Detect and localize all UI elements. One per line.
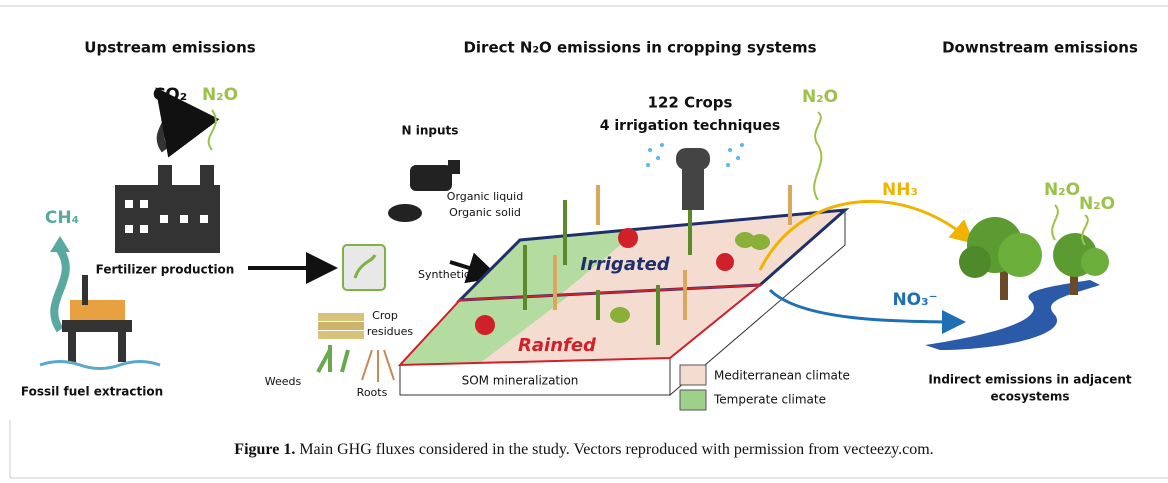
legend-swatch: [679, 364, 707, 386]
sprinkler: [646, 143, 744, 210]
som-label: SOM mineralization: [462, 374, 579, 388]
crops-label: 122 Crops: [648, 94, 733, 112]
indirect-label: ecosystems: [990, 390, 1069, 404]
heading: Downstream emissions: [942, 39, 1138, 57]
legend-label: Mediterranean climate: [714, 369, 850, 383]
co2-label: CO₂: [153, 85, 187, 105]
caption-text: Main GHG fluxes considered in the study.…: [295, 441, 933, 458]
organic-label: Organic solid: [449, 206, 521, 219]
ch4-label: CH₄: [45, 208, 79, 228]
nh3-arrow: [758, 199, 975, 271]
irrigation-label: 4 irrigation techniques: [600, 118, 780, 134]
roots-label: Roots: [357, 386, 388, 399]
no3-label: NO₃⁻: [892, 290, 937, 310]
organic-label: Organic liquid: [447, 190, 523, 203]
frame: [0, 5, 1168, 479]
synthetic-label: Synthetic: [418, 268, 470, 281]
irrigated-label: Irrigated: [580, 254, 670, 275]
ecosystem: [925, 204, 1109, 350]
caption: Figure 1. Main GHG fluxes considered in …: [234, 441, 933, 458]
arrow: [449, 252, 500, 284]
n-inputs-label: N inputs: [402, 124, 459, 138]
weeds-label: Weeds: [265, 375, 302, 388]
heading: Direct N₂O emissions in cropping systems: [463, 39, 816, 57]
field: [397, 185, 850, 397]
no3-arrow: [768, 288, 966, 334]
legend-label: Temperate climate: [713, 393, 826, 407]
residues-label: residues: [367, 325, 414, 338]
rainfed-label: Rainfed: [518, 335, 597, 356]
caption-label: Figure 1.: [234, 441, 295, 458]
n2o-label: N₂O: [1044, 180, 1080, 200]
n2o-label: N₂O: [802, 87, 838, 107]
n2o-wave: [813, 111, 823, 201]
factory: [115, 87, 220, 253]
residues-label: Crop: [372, 309, 398, 322]
nh3-label: NH₃: [882, 180, 918, 200]
inputs-icons: [316, 160, 460, 382]
legend-swatch: [679, 389, 707, 411]
n2o-label: N₂O: [1079, 194, 1115, 214]
heading: Upstream emissions: [84, 39, 255, 57]
fertilizer-label: Fertilizer production: [96, 263, 235, 277]
oil-rig: [39, 236, 161, 370]
n2o-label: N₂O: [202, 85, 238, 105]
fossil-label: Fossil fuel extraction: [21, 385, 163, 399]
indirect-label: Indirect emissions in adjacent: [928, 373, 1132, 387]
